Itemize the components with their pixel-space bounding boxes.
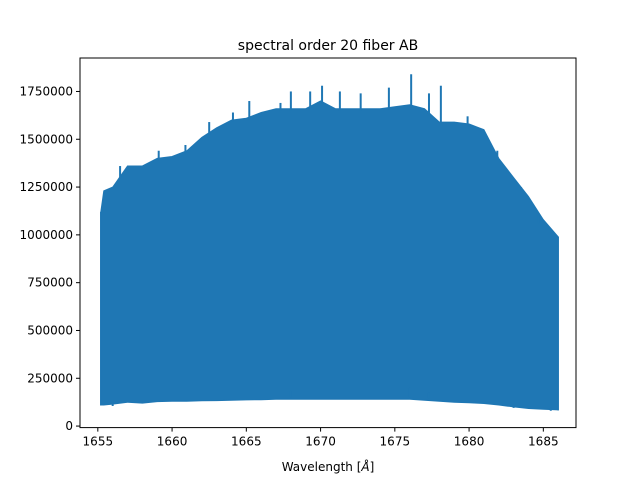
y-tick-label: 750000 [27,276,73,290]
y-tick-label: 250000 [27,371,73,385]
y-tick-label: 1000000 [20,228,73,242]
chart-title: spectral order 20 fiber AB [238,38,418,54]
x-axis: 1655 1660 1665 1670 1675 1680 1685 [83,427,559,449]
x-tick-label: 1680 [454,435,485,449]
x-tick-label: 1685 [528,435,559,449]
y-tick-label: 500000 [27,323,73,337]
x-tick-label: 1675 [380,435,411,449]
x-tick-label: 1660 [157,435,188,449]
y-tick-label: 0 [65,419,73,433]
y-tick-label: 1750000 [20,84,73,98]
x-tick-label: 1665 [231,435,262,449]
plot-frame [79,57,577,429]
y-axis: 0 250000 500000 750000 1000000 1250000 1500000… [20,84,80,433]
y-tick-label: 1250000 [20,180,73,194]
x-axis-title-unit: Å [360,459,369,474]
x-tick-label: 1655 [83,435,114,449]
x-axis-title: Wavelength [Å] [282,459,375,474]
series-layer [100,74,559,411]
y-tick-label: 1500000 [20,132,73,146]
x-axis-title-close: ] [370,460,375,474]
x-axis-title-text: Wavelength [ [282,460,362,474]
x-tick-label: 1670 [305,435,336,449]
